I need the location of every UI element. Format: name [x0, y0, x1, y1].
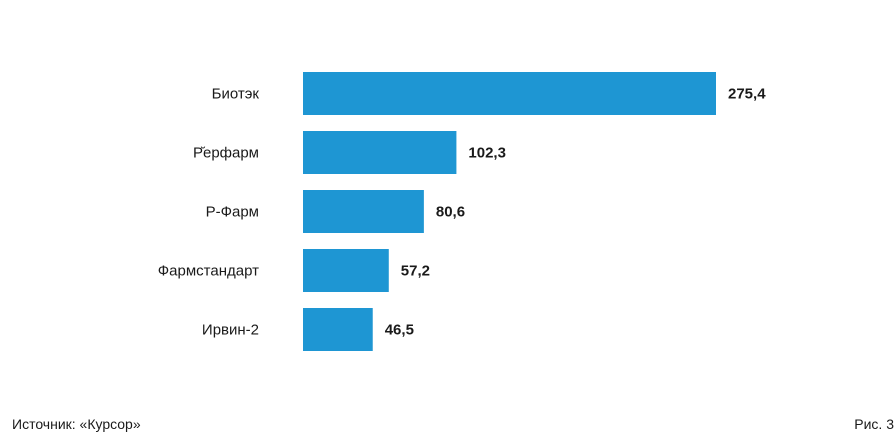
bar-chart: Биотэк 275,4 Р̆ерфарм 102,3 Р-Фарм 80,6 Фармст… — [158, 72, 766, 351]
bar — [303, 190, 424, 233]
value-label: 275,4 — [728, 86, 766, 103]
figure-number: Рис. 3 — [854, 416, 894, 432]
category-label: Биотэк — [212, 86, 260, 103]
category-label: Ирвин-2 — [202, 322, 259, 339]
value-label: 46,5 — [385, 322, 414, 339]
category-label: Р-Фарм — [206, 204, 259, 221]
bar — [303, 131, 457, 174]
bar — [303, 72, 716, 115]
source-note: Источник: «Курсор» — [12, 416, 141, 432]
value-label: 80,6 — [436, 204, 465, 221]
category-label: Р̆ерфарм — [193, 145, 259, 162]
category-label: Фармстандарт — [158, 263, 259, 280]
bar — [303, 308, 373, 351]
value-label: 57,2 — [401, 263, 430, 280]
value-label: 102,3 — [468, 145, 506, 162]
bar — [303, 249, 389, 292]
